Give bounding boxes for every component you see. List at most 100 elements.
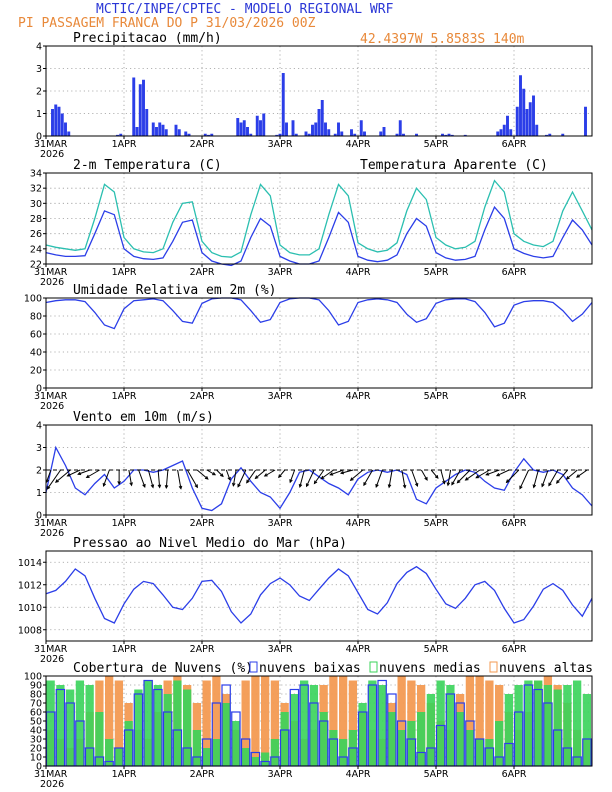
precip-bar — [249, 133, 253, 136]
wind-arrow-shaft — [165, 469, 169, 488]
cloud-bar-mid — [397, 730, 406, 766]
precip-bar — [463, 134, 467, 136]
y-tick-label: 80 — [30, 690, 42, 701]
x-year-label: 2026 — [40, 528, 64, 539]
wind-arrow-head — [414, 482, 419, 488]
cloud-bar-mid — [553, 689, 562, 766]
cloud-bar-mid — [543, 685, 553, 766]
precip-bar — [259, 120, 262, 136]
x-year-label: 2026 — [40, 401, 64, 412]
precip-bar — [132, 77, 136, 136]
y-tick-label: 26 — [30, 229, 42, 240]
cloud-bar-mid — [144, 680, 153, 766]
wind-arrow-head — [164, 484, 169, 490]
wind-arrow-head — [142, 483, 146, 488]
wind-arrow-head — [349, 477, 354, 481]
wind-arrow-shaft — [186, 469, 198, 488]
y-tick-label: 32 — [30, 184, 42, 195]
wind-arrow-shaft — [306, 469, 315, 487]
wind-arrow — [216, 469, 224, 478]
cloud-bar-high — [251, 676, 260, 766]
cloud-bar-mid — [153, 685, 163, 766]
panel-title: Umidade Relativa em 2m (%) — [73, 283, 277, 298]
wind-arrow — [411, 469, 419, 488]
wind-arrow-head — [157, 484, 162, 489]
x-tick-label: 2APR — [190, 391, 215, 402]
wind-arrow-shaft — [401, 469, 406, 488]
wind-arrow-head — [289, 479, 293, 484]
precip-bar — [255, 115, 259, 136]
wind-arrow-shaft — [430, 469, 439, 479]
panel-precip: 0 1 2 3 4 31MAR 1APR 2APR 3APR 4APR 5APR 6APR 2026 Pr… — [34, 31, 593, 160]
wind-arrow — [575, 469, 588, 478]
cloud-bar-mid — [134, 689, 143, 766]
wind-arrow-head — [475, 474, 480, 479]
wind-arrow — [186, 469, 198, 489]
panel-rh: 0 20 40 60 80 100 31MAR 1APR 2APR 3APR 4APR 5APR 6AP… — [24, 283, 593, 412]
wind-arrow — [329, 469, 344, 476]
wind-arrow-shaft — [330, 469, 344, 476]
wind-arrow-shaft — [47, 469, 62, 490]
cloud-bar-mid — [270, 739, 280, 766]
cloud-bar-mid — [173, 680, 182, 766]
cloud-bar-high — [105, 676, 114, 766]
cloud-bar-high — [485, 680, 494, 766]
x-tick-label: 5APR — [424, 644, 449, 655]
x-tick-label: 1APR — [112, 769, 137, 780]
precip-bar — [64, 122, 67, 136]
y-tick-label: 40 — [30, 726, 42, 737]
cloud-bar-high — [241, 680, 250, 766]
wind-arrow-shaft — [77, 469, 91, 475]
precip-bar — [545, 134, 548, 136]
cloud-bar-mid — [456, 712, 465, 766]
y-tick-label: 100 — [24, 672, 42, 683]
y-tick-label: 80 — [30, 312, 42, 323]
x-tick-label: 6APR — [502, 139, 527, 150]
precip-bar — [496, 131, 500, 136]
cloud-bar-mid — [358, 703, 367, 766]
wind-arrow-head — [66, 473, 71, 477]
cloud-bar-mid — [183, 689, 192, 766]
wind-arrow-shaft — [506, 469, 520, 483]
wind-arrow-head — [219, 473, 224, 478]
precip-bar — [184, 131, 188, 136]
precip-bar — [60, 113, 64, 136]
precip-bar — [138, 84, 142, 136]
cloud-bar-mid — [105, 739, 114, 766]
wind-arrow-head — [254, 475, 259, 480]
wind-arrow-shaft — [321, 469, 334, 480]
wind-arrow-head — [575, 474, 580, 478]
y-tick-label: 70 — [30, 699, 42, 710]
wind-arrow-head — [204, 476, 209, 480]
wind-arrow-head — [402, 484, 407, 489]
x-tick-label: 5APR — [424, 267, 449, 278]
wind-arrow-shaft — [420, 469, 428, 481]
y-tick-label: 2 — [36, 87, 42, 98]
x-tick-label: 3APR — [268, 518, 293, 529]
precip-bar — [242, 120, 246, 136]
y-tick-label: 1010 — [18, 603, 42, 614]
wind-arrow — [320, 469, 334, 480]
cloud-bar-mid — [280, 712, 289, 766]
cloud-bar-mid — [261, 752, 270, 766]
cloud-bar-mid — [563, 685, 572, 766]
wind-arrow — [519, 469, 530, 490]
legend-swatch — [249, 661, 258, 673]
wind-arrow-head — [363, 482, 367, 487]
wind-arrow-head — [85, 474, 90, 479]
wind-arrow — [495, 469, 510, 477]
wind-arrow-shaft — [225, 469, 231, 481]
wind-arrow-shaft — [289, 469, 296, 483]
wind-arrow — [464, 469, 481, 481]
x-tick-label: 3APR — [268, 769, 293, 780]
precip-bar — [499, 129, 503, 136]
wind-arrow-shaft — [157, 469, 161, 488]
cloud-bar-mid — [56, 685, 65, 766]
header-title: MCTIC/INPE/CPTEC - MODELO REGIONAL WRF — [96, 2, 394, 17]
wind-arrow-head — [555, 479, 560, 484]
wind-arrow-shaft — [177, 469, 182, 489]
y-tick-label: 28 — [30, 214, 42, 225]
x-tick-label: 4APR — [346, 139, 371, 150]
x-tick-label: 4APR — [346, 769, 371, 780]
precip-bar — [119, 133, 123, 136]
